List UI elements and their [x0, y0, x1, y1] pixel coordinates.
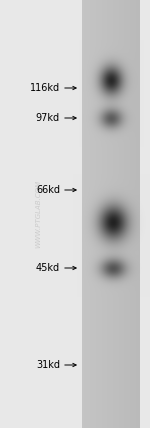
Text: 31kd: 31kd	[36, 360, 60, 370]
Text: 45kd: 45kd	[36, 263, 60, 273]
Text: 66kd: 66kd	[36, 185, 60, 195]
Text: WWW.PTGLAB.COM: WWW.PTGLAB.COM	[35, 180, 41, 248]
Text: 97kd: 97kd	[36, 113, 60, 123]
Text: 116kd: 116kd	[30, 83, 60, 93]
